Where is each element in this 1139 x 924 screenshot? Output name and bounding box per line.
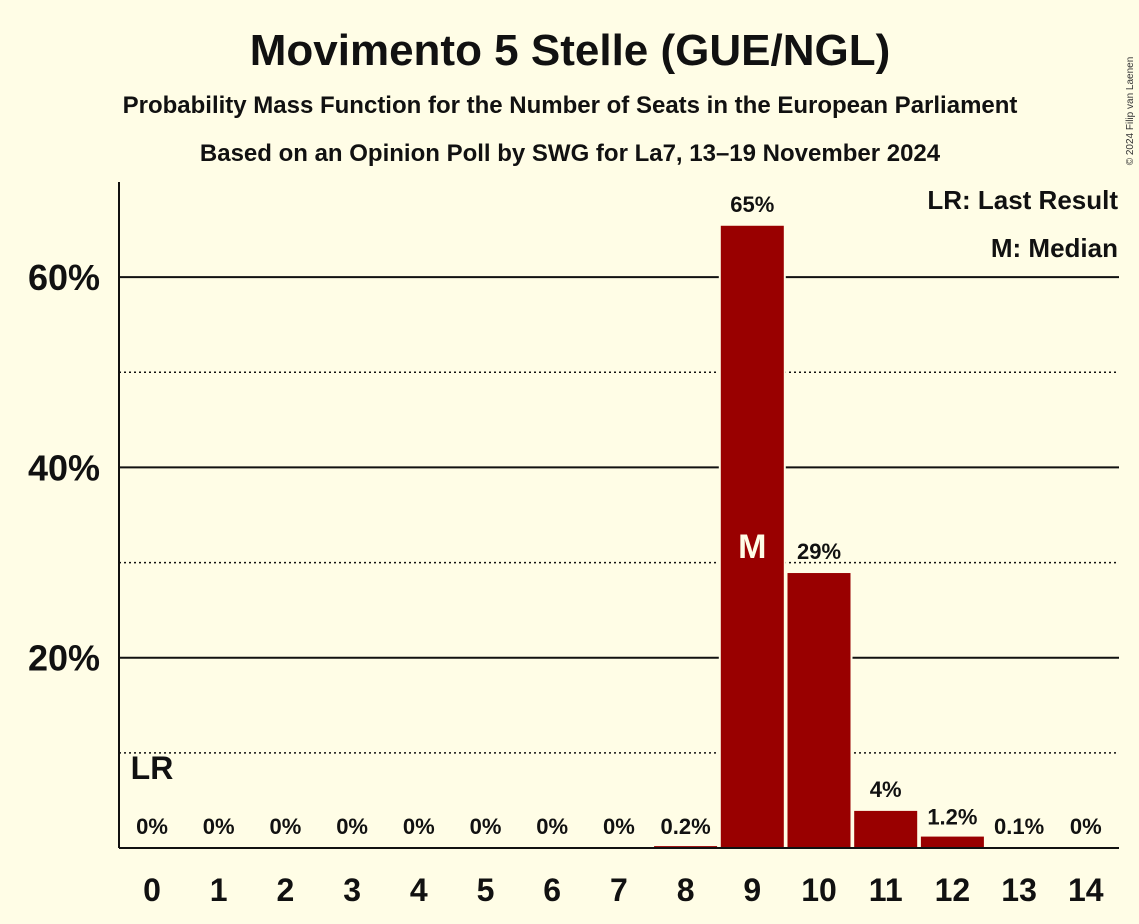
y-tick-label: 20% bbox=[28, 638, 100, 679]
legend-median: M: Median bbox=[991, 233, 1118, 263]
x-tick-label: 9 bbox=[743, 872, 761, 908]
legend-last-result: LR: Last Result bbox=[927, 185, 1118, 215]
data-label: 0% bbox=[336, 814, 368, 839]
x-tick-label: 4 bbox=[410, 872, 428, 908]
x-tick-label: 12 bbox=[935, 872, 971, 908]
chart-subtitle: Probability Mass Function for the Number… bbox=[123, 92, 1018, 119]
copyright-text: © 2024 Filip van Laenen bbox=[1125, 57, 1136, 166]
y-tick-label: 40% bbox=[28, 447, 100, 488]
x-tick-label: 6 bbox=[543, 872, 561, 908]
bar bbox=[654, 846, 718, 847]
gridlines bbox=[119, 276, 1119, 754]
data-label: 1.2% bbox=[927, 805, 977, 830]
bar bbox=[854, 810, 918, 847]
bar bbox=[787, 573, 851, 847]
bars bbox=[652, 223, 1053, 847]
x-tick-label: 7 bbox=[610, 872, 628, 908]
y-axis-ticks: 20% 40% 60% bbox=[28, 257, 100, 679]
data-label: 0.1% bbox=[994, 814, 1044, 839]
data-label: 4% bbox=[870, 777, 902, 802]
x-tick-label: 8 bbox=[677, 872, 695, 908]
data-label: 0% bbox=[270, 814, 302, 839]
data-label: 0% bbox=[603, 814, 635, 839]
x-tick-label: 14 bbox=[1068, 872, 1104, 908]
x-axis-ticks: 0 1 2 3 4 5 6 7 8 9 10 11 12 13 14 bbox=[143, 872, 1104, 908]
chart-title: Movimento 5 Stelle (GUE/NGL) bbox=[250, 26, 891, 75]
bar bbox=[920, 836, 984, 847]
chart-subtitle-source: Based on an Opinion Poll by SWG for La7,… bbox=[200, 140, 941, 167]
x-tick-label: 2 bbox=[277, 872, 295, 908]
x-tick-label: 13 bbox=[1001, 872, 1037, 908]
bar-gap bbox=[985, 845, 1053, 847]
median-marker: M bbox=[738, 528, 766, 566]
data-labels: 0% 0% 0% 0% 0% 0% 0% 0% 0.2% 65% 29% 4% 1.2% 0.1% 0% bbox=[136, 192, 1102, 839]
data-label: 0.2% bbox=[661, 814, 711, 839]
bar-gap bbox=[652, 844, 720, 847]
x-tick-label: 3 bbox=[343, 872, 361, 908]
data-label: 0% bbox=[536, 814, 568, 839]
data-label: 0% bbox=[1070, 814, 1102, 839]
last-result-marker: LR bbox=[131, 750, 174, 786]
data-label: 0% bbox=[136, 814, 168, 839]
x-tick-label: 11 bbox=[869, 872, 903, 908]
x-tick-label: 10 bbox=[801, 872, 837, 908]
x-tick-label: 5 bbox=[477, 872, 495, 908]
bar bbox=[720, 225, 784, 847]
data-label: 0% bbox=[470, 814, 502, 839]
data-label: 0% bbox=[403, 814, 435, 839]
data-label: 29% bbox=[797, 539, 841, 564]
x-tick-label: 0 bbox=[143, 872, 161, 908]
x-tick-label: 1 bbox=[210, 872, 228, 908]
data-label: 0% bbox=[203, 814, 235, 839]
y-tick-label: 60% bbox=[28, 257, 100, 298]
data-label: 65% bbox=[730, 192, 774, 217]
